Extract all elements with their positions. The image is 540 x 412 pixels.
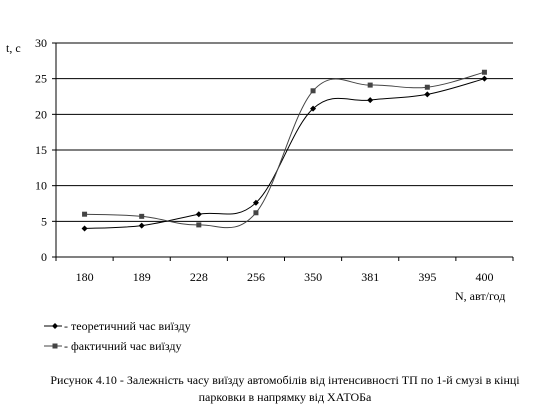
data-point: [195, 211, 202, 218]
x-tick-label: 395: [418, 270, 436, 284]
x-tick-label: 180: [76, 270, 94, 284]
data-point: [196, 222, 202, 228]
legend-label: - теоретичний час виїзду: [64, 319, 191, 333]
series-layer: [81, 69, 488, 232]
x-axis-label: N, авт/год: [455, 289, 505, 303]
data-point: [310, 105, 317, 112]
legend-item: - фактичний час виїзду: [44, 339, 181, 353]
y-tick-label: 20: [35, 107, 47, 121]
data-point: [139, 213, 145, 219]
x-tick-label: 400: [475, 270, 493, 284]
x-tick-label: 350: [304, 270, 322, 284]
series-2: [82, 69, 487, 229]
y-tick-label: 25: [35, 72, 47, 86]
x-tick-label: 228: [190, 270, 208, 284]
series-line: [84, 78, 485, 229]
caption-line-2: парковки в напрямку від ХАТОБа: [198, 390, 372, 404]
figure-caption: Рисунок 4.10 - Залежність часу виїзду ав…: [30, 372, 540, 406]
x-ticks: 180 189 228 256 350 381 395 400: [55, 257, 514, 284]
x-tick-label: 256: [247, 270, 265, 284]
series-line: [84, 71, 485, 229]
gridlines: [56, 42, 513, 222]
y-tick-label: 30: [35, 36, 47, 50]
data-point: [310, 88, 316, 94]
y-tick-label: 10: [35, 179, 47, 193]
data-point: [82, 211, 88, 217]
data-point: [81, 225, 88, 232]
chart: 0 5 10 15 20 25 30 180 189 228 256 350 381 395 400 t,…: [6, 36, 514, 353]
data-point: [138, 222, 145, 229]
series-1: [81, 75, 488, 232]
data-point: [424, 84, 430, 90]
data-point: [481, 75, 488, 82]
y-tick-label: 0: [41, 250, 47, 264]
data-point: [367, 82, 373, 88]
y-axis-label: t, с: [6, 41, 21, 55]
x-tick-label: 381: [361, 270, 379, 284]
data-point: [253, 210, 259, 216]
data-point: [481, 69, 487, 75]
y-ticks: 0 5 10 15 20 25 30: [35, 36, 56, 264]
data-point: [252, 199, 259, 206]
y-tick-label: 15: [35, 143, 47, 157]
x-tick-label: 189: [133, 270, 151, 284]
legend-item: - теоретичний час виїзду: [44, 319, 191, 333]
y-tick-label: 5: [41, 214, 47, 228]
data-point: [424, 91, 431, 98]
legend-marker: [52, 343, 58, 349]
legend-label: - фактичний час виїзду: [64, 339, 181, 353]
legend: - теоретичний час виїзду - фактичний час …: [44, 319, 191, 353]
legend-marker: [52, 323, 58, 329]
data-point: [367, 97, 374, 104]
caption-line-1: Рисунок 4.10 - Залежність часу виїзду ав…: [50, 373, 520, 387]
